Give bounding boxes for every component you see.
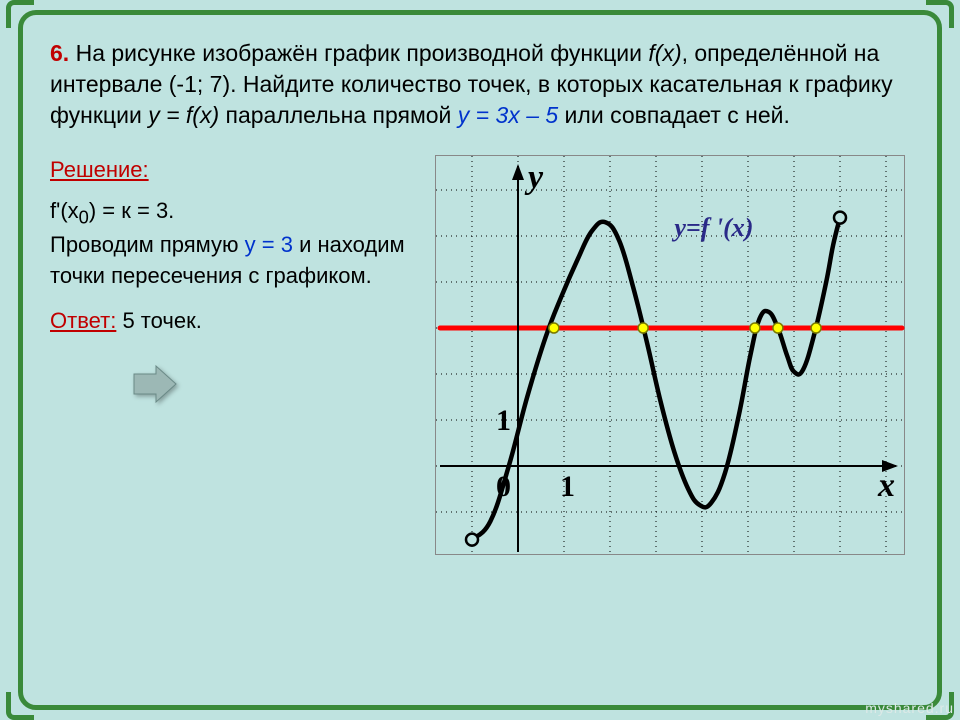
solution-column: Решение: f'(x0) = к = 3. Проводим прямую… [50, 155, 415, 555]
svg-text:1: 1 [560, 470, 575, 503]
solution-text: ) = к = 3. [89, 198, 174, 223]
solution-sub: 0 [79, 206, 89, 227]
chart-container: y x 0 1 1 y=f '(x) [435, 155, 920, 555]
problem-number: 6. [50, 40, 69, 66]
problem-part: На рисунке изображён график производной … [69, 40, 648, 66]
problem-part: или совпадает с ней. [558, 102, 790, 128]
answer-label: Ответ: [50, 308, 116, 333]
problem-line-eq: y = 3x – 5 [458, 102, 558, 128]
slide-content: 6. На рисунке изображён график производн… [50, 38, 920, 690]
solution-line-1: f'(x0) = к = 3. [50, 196, 415, 230]
chart-svg: y x 0 1 1 y=f '(x) [436, 156, 906, 556]
next-slide-button[interactable] [130, 364, 180, 404]
solution-text: f'(x [50, 198, 79, 223]
problem-text: 6. На рисунке изображён график производн… [50, 38, 920, 131]
solution-eq: у = 3 [245, 232, 293, 257]
problem-yfx: y = f(x) [148, 102, 219, 128]
svg-text:x: x [877, 467, 895, 504]
answer-text: 5 точек. [116, 308, 201, 333]
answer-line: Ответ: 5 точек. [50, 306, 415, 337]
solution-label: Решение: [50, 155, 415, 186]
svg-text:0: 0 [496, 470, 511, 503]
svg-text:y=f '(x): y=f '(x) [671, 213, 753, 242]
watermark: myshared.ru [865, 700, 954, 716]
problem-fx: f(x) [648, 40, 681, 66]
svg-text:1: 1 [496, 404, 511, 437]
svg-text:y: y [524, 159, 544, 196]
lower-row: Решение: f'(x0) = к = 3. Проводим прямую… [50, 155, 920, 555]
solution-text: Проводим прямую [50, 232, 245, 257]
solution-line-2: Проводим прямую у = 3 и находим точки пе… [50, 230, 415, 292]
problem-part: параллельна прямой [219, 102, 458, 128]
derivative-chart: y x 0 1 1 y=f '(x) [435, 155, 905, 555]
